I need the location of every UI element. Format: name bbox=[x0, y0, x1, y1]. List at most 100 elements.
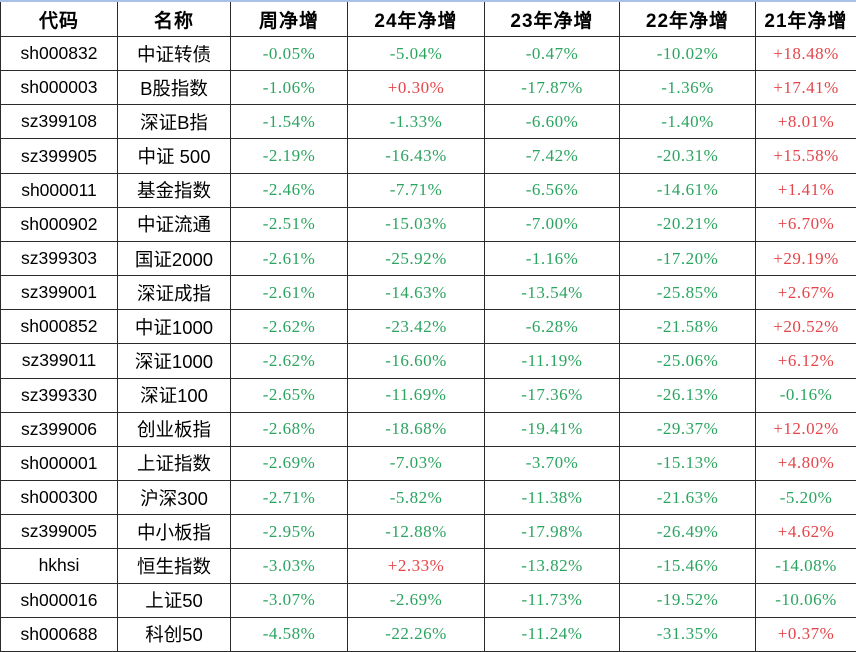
index-code-cell: sz399905 bbox=[0, 138, 118, 174]
index-code-cell: sz399006 bbox=[0, 411, 118, 447]
table-row: sh000003 B股指数 -1.06% +0.30% -17.87% -1.3… bbox=[0, 70, 856, 106]
change-2023-cell: -6.56% bbox=[484, 172, 620, 208]
index-name-cell: 中证1000 bbox=[117, 309, 231, 345]
change-2022-cell: -15.13% bbox=[619, 445, 756, 482]
week-change-cell: -2.61% bbox=[230, 275, 348, 311]
change-2021-cell: +8.01% bbox=[755, 104, 856, 140]
column-header-2022-change: 22年净增 bbox=[619, 0, 756, 37]
table-row: sz399001 深证成指 -2.61% -14.63% -13.54% -25… bbox=[0, 275, 856, 311]
index-name-cell: 中证 500 bbox=[117, 138, 231, 174]
index-code-cell: sh000852 bbox=[0, 309, 118, 345]
change-2023-cell: -11.19% bbox=[484, 343, 620, 379]
week-change-cell: -2.71% bbox=[230, 480, 348, 516]
change-2023-cell: -17.98% bbox=[484, 514, 620, 550]
change-2023-cell: -3.70% bbox=[484, 445, 620, 482]
change-2024-cell: -5.82% bbox=[347, 480, 485, 516]
change-2021-cell: +6.12% bbox=[755, 343, 856, 379]
change-2023-cell: -13.82% bbox=[484, 548, 620, 584]
change-2022-cell: -29.37% bbox=[619, 411, 756, 447]
index-code-cell: sh000001 bbox=[0, 445, 118, 482]
table-row: sh000902 中证流通 -2.51% -15.03% -7.00% -20.… bbox=[0, 206, 856, 242]
change-2022-cell: -17.20% bbox=[619, 240, 756, 277]
change-2024-cell: -16.60% bbox=[347, 343, 485, 379]
table-row: hkhsi 恒生指数 -3.03% +2.33% -13.82% -15.46%… bbox=[0, 548, 856, 584]
change-2021-cell: +2.67% bbox=[755, 275, 856, 311]
change-2021-cell: +15.58% bbox=[755, 138, 856, 174]
change-2022-cell: -10.02% bbox=[619, 35, 756, 72]
week-change-cell: -0.05% bbox=[230, 35, 348, 72]
table-row: sz399330 深证100 -2.65% -11.69% -17.36% -2… bbox=[0, 377, 856, 413]
table-row: sh000016 上证50 -3.07% -2.69% -11.73% -19.… bbox=[0, 582, 856, 618]
change-2024-cell: +2.33% bbox=[347, 548, 485, 584]
index-name-cell: 中证转债 bbox=[117, 35, 231, 72]
week-change-cell: -1.06% bbox=[230, 70, 348, 106]
change-2023-cell: -17.87% bbox=[484, 70, 620, 106]
table-row: sh000688 科创50 -4.58% -22.26% -11.24% -31… bbox=[0, 616, 856, 652]
header-row: 代码 名称 周净增 24年净增 23年净增 22年净增 21年净增 bbox=[0, 0, 856, 37]
index-name-cell: 创业板指 bbox=[117, 411, 231, 447]
change-2023-cell: -11.24% bbox=[484, 616, 620, 652]
index-name-cell: 科创50 bbox=[117, 616, 231, 652]
index-code-cell: sh000902 bbox=[0, 206, 118, 242]
change-2021-cell: +18.48% bbox=[755, 35, 856, 72]
change-2024-cell: -22.26% bbox=[347, 616, 485, 652]
change-2022-cell: -21.58% bbox=[619, 309, 756, 345]
change-2022-cell: -26.49% bbox=[619, 514, 756, 550]
table-row: sh000300 沪深300 -2.71% -5.82% -11.38% -21… bbox=[0, 480, 856, 516]
index-name-cell: 深证B指 bbox=[117, 104, 231, 140]
week-change-cell: -4.58% bbox=[230, 616, 348, 652]
change-2023-cell: -17.36% bbox=[484, 377, 620, 413]
table-row: sz399108 深证B指 -1.54% -1.33% -6.60% -1.40… bbox=[0, 104, 856, 140]
index-name-cell: 中小板指 bbox=[117, 514, 231, 550]
change-2022-cell: -1.40% bbox=[619, 104, 756, 140]
change-2022-cell: -26.13% bbox=[619, 377, 756, 413]
week-change-cell: -2.69% bbox=[230, 445, 348, 482]
change-2021-cell: +17.41% bbox=[755, 70, 856, 106]
change-2021-cell: +4.80% bbox=[755, 445, 856, 482]
table-row: sz399011 深证1000 -2.62% -16.60% -11.19% -… bbox=[0, 343, 856, 379]
table-row: sz399303 国证2000 -2.61% -25.92% -1.16% -1… bbox=[0, 240, 856, 277]
table-row: sh000852 中证1000 -2.62% -23.42% -6.28% -2… bbox=[0, 309, 856, 345]
change-2024-cell: +0.30% bbox=[347, 70, 485, 106]
change-2021-cell: +20.52% bbox=[755, 309, 856, 345]
table-header: 代码 名称 周净增 24年净增 23年净增 22年净增 21年净增 bbox=[0, 0, 856, 37]
index-name-cell: 深证100 bbox=[117, 377, 231, 413]
change-2023-cell: -11.38% bbox=[484, 480, 620, 516]
table-row: sh000011 基金指数 -2.46% -7.71% -6.56% -14.6… bbox=[0, 172, 856, 208]
change-2022-cell: -25.06% bbox=[619, 343, 756, 379]
change-2021-cell: +12.02% bbox=[755, 411, 856, 447]
change-2021-cell: +1.41% bbox=[755, 172, 856, 208]
week-change-cell: -2.51% bbox=[230, 206, 348, 242]
index-code-cell: sz399108 bbox=[0, 104, 118, 140]
week-change-cell: -2.68% bbox=[230, 411, 348, 447]
change-2024-cell: -5.04% bbox=[347, 35, 485, 72]
change-2021-cell: -14.08% bbox=[755, 548, 856, 584]
index-name-cell: 深证成指 bbox=[117, 275, 231, 311]
change-2022-cell: -25.85% bbox=[619, 275, 756, 311]
change-2024-cell: -14.63% bbox=[347, 275, 485, 311]
index-code-cell: sh000003 bbox=[0, 70, 118, 106]
change-2024-cell: -7.71% bbox=[347, 172, 485, 208]
index-name-cell: 中证流通 bbox=[117, 206, 231, 242]
table-body: sh000832 中证转债 -0.05% -5.04% -0.47% -10.0… bbox=[0, 35, 856, 652]
week-change-cell: -1.54% bbox=[230, 104, 348, 140]
change-2024-cell: -12.88% bbox=[347, 514, 485, 550]
change-2024-cell: -23.42% bbox=[347, 309, 485, 345]
index-name-cell: 国证2000 bbox=[117, 240, 231, 277]
index-code-cell: sz399001 bbox=[0, 275, 118, 311]
change-2024-cell: -2.69% bbox=[347, 582, 485, 618]
index-name-cell: B股指数 bbox=[117, 70, 231, 106]
index-code-cell: sz399011 bbox=[0, 343, 118, 379]
week-change-cell: -2.62% bbox=[230, 343, 348, 379]
change-2021-cell: +4.62% bbox=[755, 514, 856, 550]
change-2021-cell: -0.16% bbox=[755, 377, 856, 413]
column-header-2024-change: 24年净增 bbox=[347, 0, 485, 37]
change-2022-cell: -31.35% bbox=[619, 616, 756, 652]
index-code-cell: sz399330 bbox=[0, 377, 118, 413]
change-2022-cell: -20.21% bbox=[619, 206, 756, 242]
week-change-cell: -2.95% bbox=[230, 514, 348, 550]
index-code-cell: sh000688 bbox=[0, 616, 118, 652]
index-name-cell: 上证指数 bbox=[117, 445, 231, 482]
